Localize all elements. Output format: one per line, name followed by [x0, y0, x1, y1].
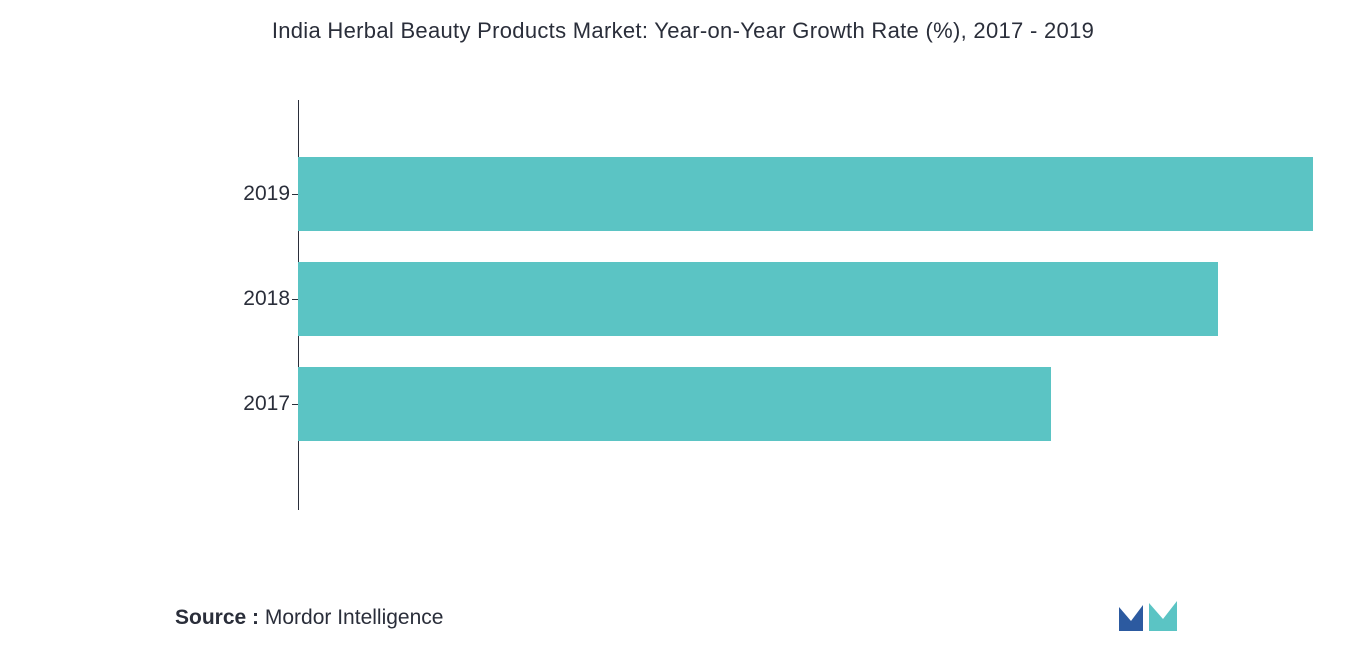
- bar-category-label: 2017: [243, 392, 290, 416]
- bar: [298, 262, 1218, 336]
- chart-container: India Herbal Beauty Products Market: Yea…: [0, 0, 1366, 655]
- bar-category-label: 2018: [243, 287, 290, 311]
- chart-title: India Herbal Beauty Products Market: Yea…: [0, 0, 1366, 44]
- source-attribution: Source : Mordor Intelligence: [175, 606, 443, 630]
- source-label: Source :: [175, 606, 259, 629]
- axis-tick: [292, 194, 298, 195]
- bar: [298, 367, 1051, 441]
- axis-tick: [292, 299, 298, 300]
- bar-row: 2018: [298, 262, 1218, 336]
- bar-category-label: 2019: [243, 182, 290, 206]
- mordor-logo: [1115, 599, 1191, 635]
- axis-tick: [292, 404, 298, 405]
- bar-row: 2017: [298, 367, 1051, 441]
- bar: [298, 157, 1313, 231]
- bar-row: 2019: [298, 157, 1313, 231]
- chart-plot-area: 2019 2018 2017: [298, 100, 1313, 510]
- source-value: Mordor Intelligence: [265, 606, 444, 629]
